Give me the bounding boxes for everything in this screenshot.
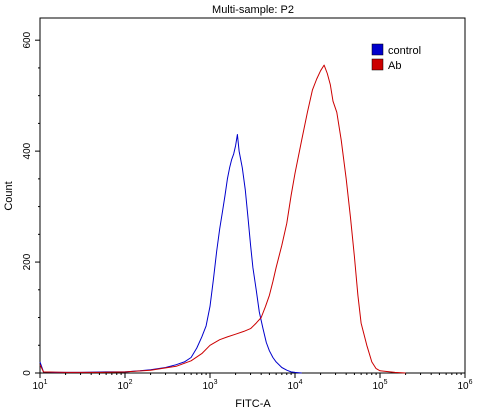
legend-swatch [371,58,384,71]
y-tick-label: 400 [22,142,33,159]
chart-title: Multi-sample: P2 [212,4,294,16]
series-line-control [39,134,302,374]
x-axis-label: FITC-A [235,398,271,410]
legend: control Ab [371,43,421,72]
legend-label: Ab [388,60,401,72]
x-axis: 101 102 103 104 105 106 [32,373,473,392]
y-tick-label: 600 [22,31,33,48]
x-tick-label: 105 [372,379,387,392]
legend-swatch [371,43,384,56]
plot-frame [39,17,466,374]
y-axis: 0 200 400 600 [22,31,40,376]
series-line-ab [39,64,406,374]
x-tick-label: 106 [457,379,472,392]
x-tick-label: 101 [32,379,47,392]
x-tick-label: 102 [117,379,132,392]
y-tick-label: 200 [22,253,33,270]
x-tick-label: 104 [287,379,302,392]
series-layer [39,64,406,374]
legend-label: control [388,45,421,57]
x-tick-label: 103 [202,379,217,392]
y-axis-label: Count [3,181,15,210]
y-tick-label: 0 [22,370,33,376]
